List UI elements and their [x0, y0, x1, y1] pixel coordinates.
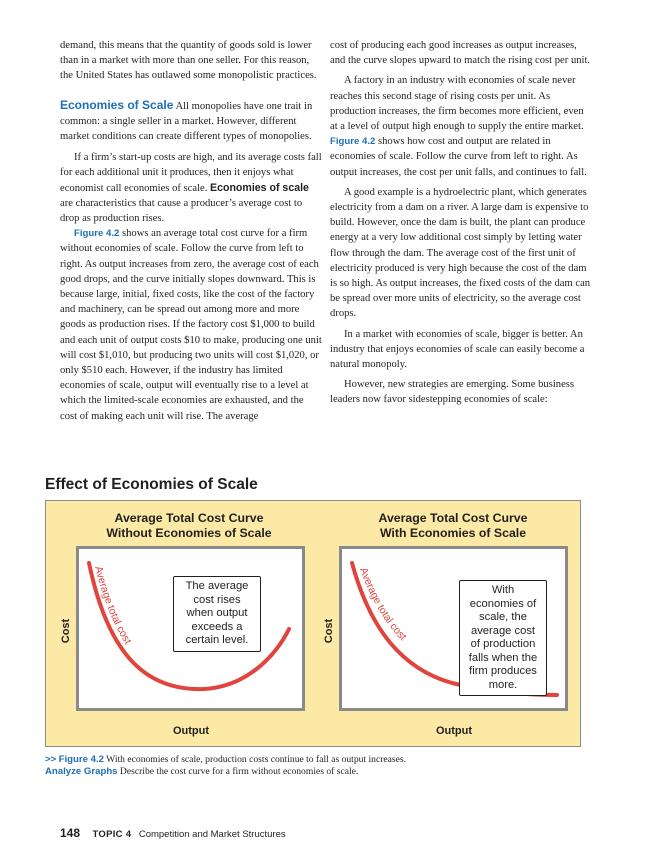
- figure-caption: >> Figure 4.2 With economies of scale, p…: [45, 754, 420, 778]
- page-number: 148: [60, 826, 81, 840]
- paragraph: However, new strategies are emerging. So…: [330, 379, 575, 406]
- paragraph: Figure 4.2 shows an average total cost c…: [60, 226, 322, 424]
- x-axis-label: Output: [172, 725, 210, 737]
- paragraph: In a market with economies of scale, big…: [330, 328, 585, 371]
- key-term: Economies of scale: [210, 181, 309, 194]
- caption-arrow-icon: >>: [45, 754, 57, 765]
- paragraph-text: are characteristics that cause a produce…: [60, 197, 303, 225]
- right-text-column: cost of producing each good increases as…: [330, 38, 592, 408]
- paragraph: If a firm’s start-up costs are high, and…: [60, 150, 322, 226]
- topic-label: TOPIC 4: [92, 829, 132, 840]
- paragraph: demand, this means that the quantity of …: [60, 40, 317, 82]
- paragraph-text: shows an average total cost curve for a …: [60, 228, 322, 422]
- caption-text: With economies of scale, production cost…: [103, 754, 407, 765]
- paragraph: A good example is a hydroelectric plant,…: [330, 186, 591, 320]
- y-axis-label: Cost: [323, 618, 335, 644]
- figure-reference-link[interactable]: Figure 4.2: [330, 136, 376, 148]
- chart-title-line: With Economies of Scale: [379, 526, 527, 540]
- figure-title: Effect of Economies of Scale: [45, 476, 258, 493]
- caption-question: Describe the cost curve for a firm witho…: [117, 766, 359, 777]
- left-text-column: demand, this means that the quantity of …: [60, 38, 322, 424]
- paragraph-text: shows how cost and output are related in…: [330, 136, 587, 178]
- chart-title-line: Average Total Cost Curve: [378, 511, 528, 525]
- average-total-cost-curve: [87, 561, 291, 692]
- chart-title-line: Without Economies of Scale: [106, 526, 272, 540]
- plot-area-with-economies: Average total cost With economies of sca…: [339, 546, 568, 711]
- chart-title-line: Average Total Cost Curve: [114, 511, 264, 525]
- y-axis-label: Cost: [60, 618, 72, 644]
- section-heading: Economies of Scale: [60, 97, 174, 112]
- chart-title-with-economies: Average Total Cost Curve With Economies …: [333, 511, 573, 541]
- caption-figure-ref: Figure 4.2: [58, 754, 104, 765]
- paragraph-text: All monopolies have one trait in common:…: [60, 100, 313, 143]
- paragraph: Economies of Scale All monopolies have o…: [60, 98, 322, 145]
- paragraph: cost of producing each good increases as…: [330, 40, 591, 67]
- paragraph: A factory in an industry with economies …: [330, 73, 592, 179]
- caption-label: Analyze Graphs: [45, 766, 118, 777]
- page-footer: 148 TOPIC 4 Competition and Market Struc…: [60, 824, 286, 842]
- topic-title: Competition and Market Structures: [138, 829, 286, 840]
- figure-reference-link[interactable]: Figure 4.2: [74, 228, 120, 240]
- paragraph-text: A factory in an industry with economies …: [330, 75, 584, 133]
- paragraph-text: If a firm’s start-up costs are high, and…: [60, 152, 322, 194]
- u-shaped-cost-curve-graphic: Average total cost: [87, 561, 291, 692]
- callout-box: The average cost rises when output excee…: [173, 576, 261, 652]
- callout-box: With economies of scale, the average cos…: [459, 580, 547, 696]
- plot-area-without-economies: Average total cost The average cost rise…: [76, 546, 305, 711]
- x-axis-label: Output: [435, 725, 473, 737]
- chart-title-without-economies: Average Total Cost Curve Without Economi…: [69, 511, 309, 541]
- figure-panel: Average Total Cost Curve Without Economi…: [45, 500, 581, 747]
